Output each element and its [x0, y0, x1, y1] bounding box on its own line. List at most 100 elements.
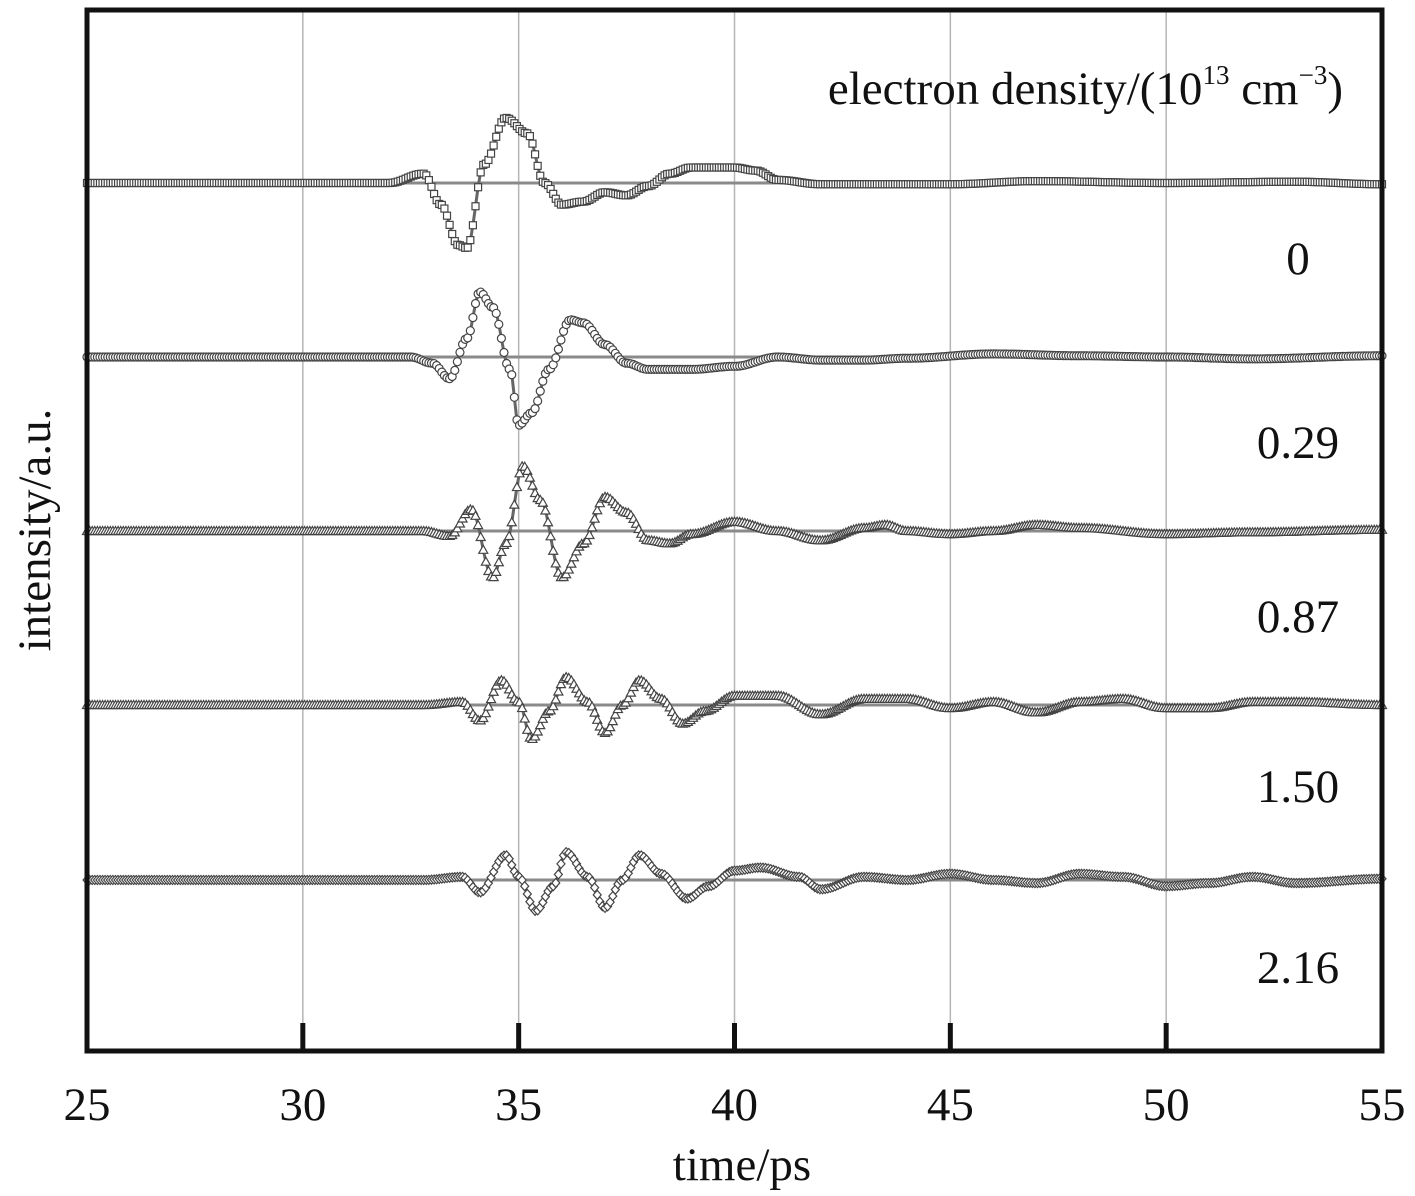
series-marker	[545, 530, 557, 541]
x-tick-label: 50	[1143, 1079, 1190, 1131]
series-marker	[507, 370, 517, 380]
series-marker	[477, 544, 489, 554]
series-marker	[450, 365, 460, 375]
series-marker	[589, 706, 601, 717]
series-marker	[455, 347, 465, 357]
series-marker	[496, 333, 506, 343]
series-marker	[625, 686, 637, 697]
series-marker	[547, 545, 559, 555]
series-marker	[424, 175, 433, 185]
series-labels: 0 0.29 0.87 1.50 2.16	[1257, 233, 1339, 994]
series-marker	[480, 555, 492, 566]
series-marker	[516, 702, 528, 713]
series-marker	[468, 312, 478, 323]
series-marker	[622, 692, 634, 703]
series-marker	[524, 471, 536, 482]
series-marker	[542, 516, 554, 527]
series-marker	[465, 326, 475, 336]
series-marker	[565, 557, 577, 568]
series-marker	[533, 161, 542, 170]
x-tick-label: 55	[1359, 1079, 1406, 1131]
series-marker	[547, 700, 559, 711]
series-marker	[553, 344, 563, 354]
series-marker	[551, 353, 561, 363]
series-marker	[591, 714, 603, 724]
series-marker	[482, 700, 494, 711]
series-marker	[480, 707, 492, 718]
series-marker	[452, 357, 462, 367]
series-marker	[589, 512, 601, 523]
x-tick-label: 40	[711, 1079, 758, 1131]
series-label: 0.87	[1257, 591, 1339, 643]
series-marker	[552, 685, 564, 696]
series-marker	[583, 529, 595, 540]
series-marker	[486, 149, 496, 158]
series-label: 0	[1286, 233, 1310, 285]
series-marker	[442, 211, 452, 220]
series-marker	[556, 858, 566, 870]
series-marker	[475, 531, 487, 542]
series-marker	[519, 880, 530, 892]
series-marker	[468, 221, 478, 230]
series-marker	[492, 132, 501, 141]
series-marker	[473, 183, 483, 192]
series-marker	[506, 516, 518, 527]
series-marker	[537, 713, 549, 723]
series-marker	[521, 465, 533, 475]
series-marker	[488, 571, 500, 582]
series-marker	[519, 712, 531, 723]
series-marker	[514, 467, 526, 478]
x-tick-label: 30	[279, 1079, 326, 1131]
series-marker	[550, 693, 562, 704]
series-marker	[521, 724, 533, 734]
series-marker	[570, 545, 583, 556]
series-marker	[491, 308, 501, 318]
series-marker	[448, 229, 457, 239]
series-marker	[581, 534, 593, 545]
series-marker	[445, 220, 454, 229]
series-marker	[472, 519, 484, 530]
x-tick-label: 25	[64, 1079, 111, 1131]
series-marker	[469, 510, 482, 520]
x-axis-tick-labels: 25 30 35 40 45 50 55	[64, 1079, 1406, 1131]
series-marker	[550, 877, 561, 889]
series-marker	[489, 141, 498, 150]
series-marker	[503, 530, 515, 541]
series-marker	[466, 236, 475, 245]
series-group	[81, 113, 1388, 917]
series-marker	[463, 243, 472, 252]
series-marker	[533, 396, 543, 406]
series-marker	[490, 566, 502, 576]
series-marker	[451, 522, 463, 533]
series-marker	[493, 556, 505, 567]
series-marker	[499, 347, 509, 358]
x-tick-label: 45	[927, 1079, 974, 1131]
series-marker	[501, 537, 513, 548]
series-label: 2.16	[1257, 942, 1339, 994]
x-axis-title: time/ps	[673, 1139, 811, 1191]
series-marker	[471, 202, 480, 211]
series-marker	[427, 182, 436, 191]
x-tick-label: 35	[495, 1079, 542, 1131]
series-0	[82, 113, 1387, 252]
series-marker	[556, 335, 566, 345]
series-marker	[538, 376, 548, 386]
series-marker	[476, 168, 485, 177]
series-marker	[534, 719, 546, 730]
series-marker	[607, 715, 619, 726]
series-marker	[454, 517, 466, 528]
series-marker	[563, 563, 575, 574]
series-marker	[535, 386, 545, 396]
series-0.29	[82, 287, 1387, 430]
series-2.16	[82, 846, 1387, 917]
series-marker	[508, 498, 520, 509]
series-1.50	[81, 671, 1388, 744]
series-marker	[511, 481, 523, 492]
series-marker	[494, 319, 504, 329]
series-label: 1.50	[1257, 761, 1339, 813]
series-marker	[555, 678, 567, 689]
series-marker	[604, 721, 616, 732]
series-marker	[528, 139, 537, 148]
series-marker	[609, 708, 621, 719]
